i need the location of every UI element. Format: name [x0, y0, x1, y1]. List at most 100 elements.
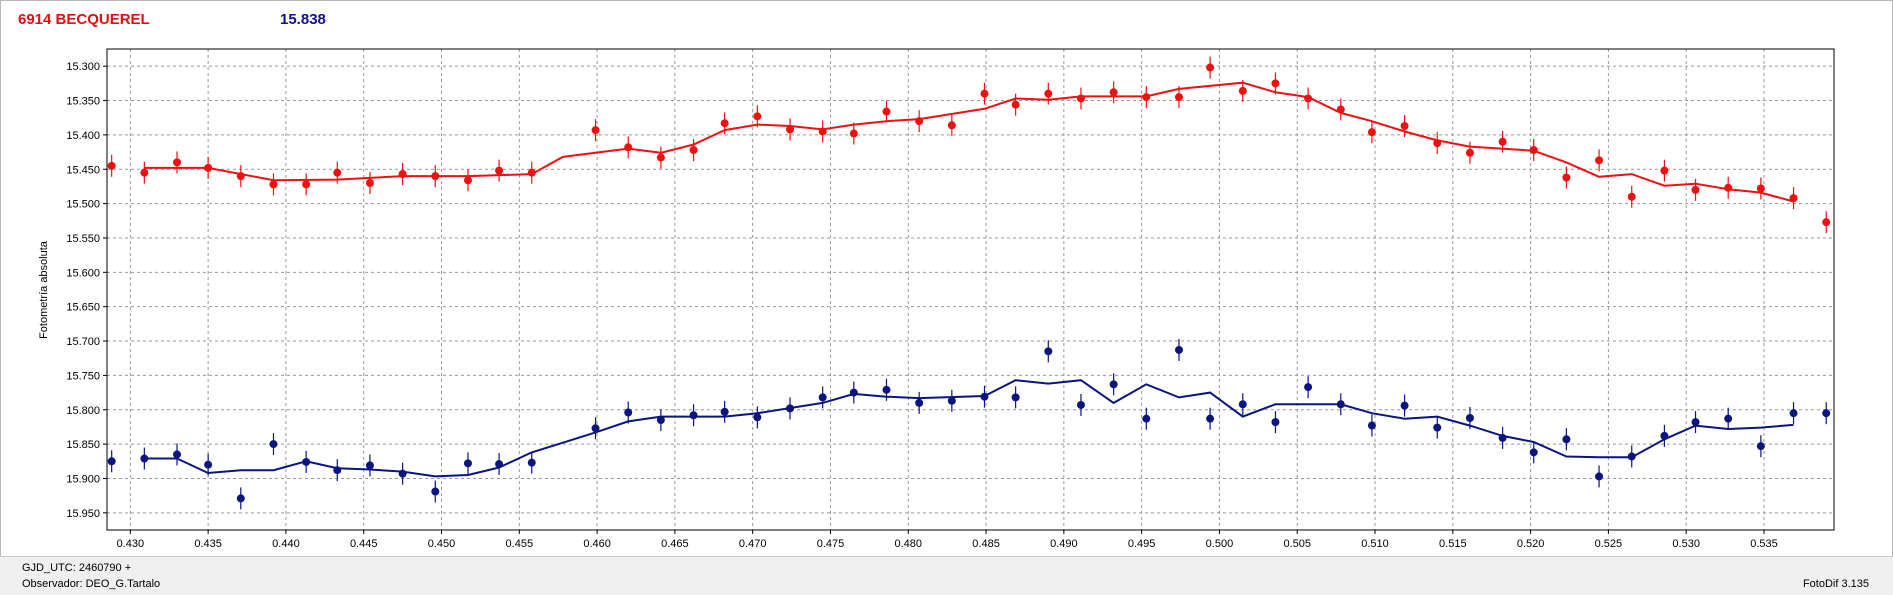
- x-tick-label: 0.520: [1517, 538, 1545, 550]
- data-point: [624, 143, 633, 152]
- data-point: [753, 112, 762, 121]
- x-tick-label: 0.445: [350, 538, 378, 550]
- data-point: [365, 178, 374, 187]
- data-point: [1595, 156, 1604, 165]
- data-point: [1011, 393, 1020, 402]
- y-tick-label: 15.400: [66, 130, 100, 142]
- x-tick-label: 0.505: [1283, 538, 1311, 550]
- data-point: [689, 411, 698, 420]
- y-axis-label: Fotometría absoluta: [38, 241, 50, 339]
- data-point: [1627, 192, 1636, 201]
- data-point: [980, 89, 989, 98]
- x-tick-label: 0.455: [506, 538, 534, 550]
- data-point: [1822, 409, 1831, 418]
- data-point: [269, 440, 278, 449]
- x-tick-label: 0.525: [1595, 538, 1623, 550]
- data-point: [1465, 413, 1474, 422]
- data-point: [1529, 448, 1538, 457]
- data-point: [1433, 423, 1442, 432]
- series-layer: [107, 56, 1831, 510]
- data-point: [849, 388, 858, 397]
- data-point: [1627, 452, 1636, 461]
- data-point: [302, 180, 311, 189]
- data-point: [1400, 121, 1409, 130]
- y-tick-label: 15.850: [66, 439, 100, 451]
- y-tick-label: 15.950: [66, 508, 100, 520]
- y-tick-label: 15.300: [66, 61, 100, 73]
- data-point: [1367, 128, 1376, 137]
- x-tick-label: 0.475: [817, 538, 845, 550]
- y-tick-label: 15.500: [66, 199, 100, 211]
- data-point: [1822, 218, 1831, 227]
- data-point: [1498, 137, 1507, 146]
- data-point: [1789, 409, 1798, 418]
- data-point: [818, 127, 827, 136]
- data-point: [980, 392, 989, 401]
- data-point: [173, 450, 182, 459]
- data-point: [1011, 100, 1020, 109]
- data-point: [591, 126, 600, 135]
- data-point: [1271, 418, 1280, 427]
- data-point: [849, 129, 858, 138]
- data-point: [753, 413, 762, 422]
- data-point: [1562, 173, 1571, 182]
- data-point: [495, 460, 504, 469]
- data-point: [173, 158, 182, 167]
- x-tick-label: 0.485: [972, 538, 1000, 550]
- data-point: [1044, 347, 1053, 356]
- data-point: [236, 494, 245, 503]
- data-point: [365, 461, 374, 470]
- y-tick-label: 15.550: [66, 233, 100, 245]
- data-point: [1400, 401, 1409, 410]
- data-point: [1044, 89, 1053, 98]
- data-point: [1238, 400, 1247, 409]
- data-point: [1304, 94, 1313, 103]
- y-tick-label: 15.650: [66, 302, 100, 314]
- x-tick-label: 0.510: [1361, 538, 1389, 550]
- data-point: [1174, 93, 1183, 102]
- grid: [107, 49, 1834, 530]
- data-point: [882, 385, 891, 394]
- data-point: [269, 180, 278, 189]
- data-point: [1142, 414, 1151, 423]
- data-point: [1076, 94, 1085, 103]
- axis-ticks: 0.430 0.435 0.440 0.445 0.450 0.455 0.460 0.465…: [66, 61, 1777, 550]
- data-point: [1304, 383, 1313, 392]
- data-point: [140, 454, 149, 463]
- data-point: [1336, 105, 1345, 114]
- data-point: [431, 487, 440, 496]
- y-tick-label: 15.900: [66, 473, 100, 485]
- data-point: [107, 161, 116, 170]
- data-point: [689, 146, 698, 155]
- data-point: [1756, 184, 1765, 193]
- x-tick-label: 0.430: [117, 538, 145, 550]
- data-point: [398, 469, 407, 478]
- y-tick-label: 15.800: [66, 405, 100, 417]
- x-tick-label: 0.450: [428, 538, 456, 550]
- data-point: [720, 407, 729, 416]
- plot-border: [106, 48, 1835, 531]
- software-version: FotoDif 3.135: [1802, 578, 1869, 590]
- x-tick-label: 0.480: [895, 538, 923, 550]
- x-tick-label: 0.435: [194, 538, 222, 550]
- data-point: [140, 168, 149, 177]
- data-point: [720, 119, 729, 128]
- data-point: [463, 176, 472, 185]
- data-point: [591, 424, 600, 433]
- data-point: [1271, 79, 1280, 88]
- data-point: [333, 168, 342, 177]
- object-magnitude: 15.838: [280, 11, 326, 28]
- data-point: [882, 107, 891, 116]
- data-point: [656, 416, 665, 425]
- data-point: [1174, 345, 1183, 354]
- data-point: [818, 393, 827, 402]
- x-tick-label: 0.440: [272, 538, 300, 550]
- data-point: [1660, 431, 1669, 440]
- x-tick-label: 0.490: [1050, 538, 1078, 550]
- data-point: [1206, 63, 1215, 72]
- data-point: [1529, 146, 1538, 155]
- gjd-label: GJD_UTC: 2460790 +: [22, 562, 132, 574]
- observer-label: Observador: DEO_G.Tartalo: [22, 578, 161, 590]
- object-name: 6914 BECQUEREL: [18, 11, 150, 28]
- data-point: [1691, 418, 1700, 427]
